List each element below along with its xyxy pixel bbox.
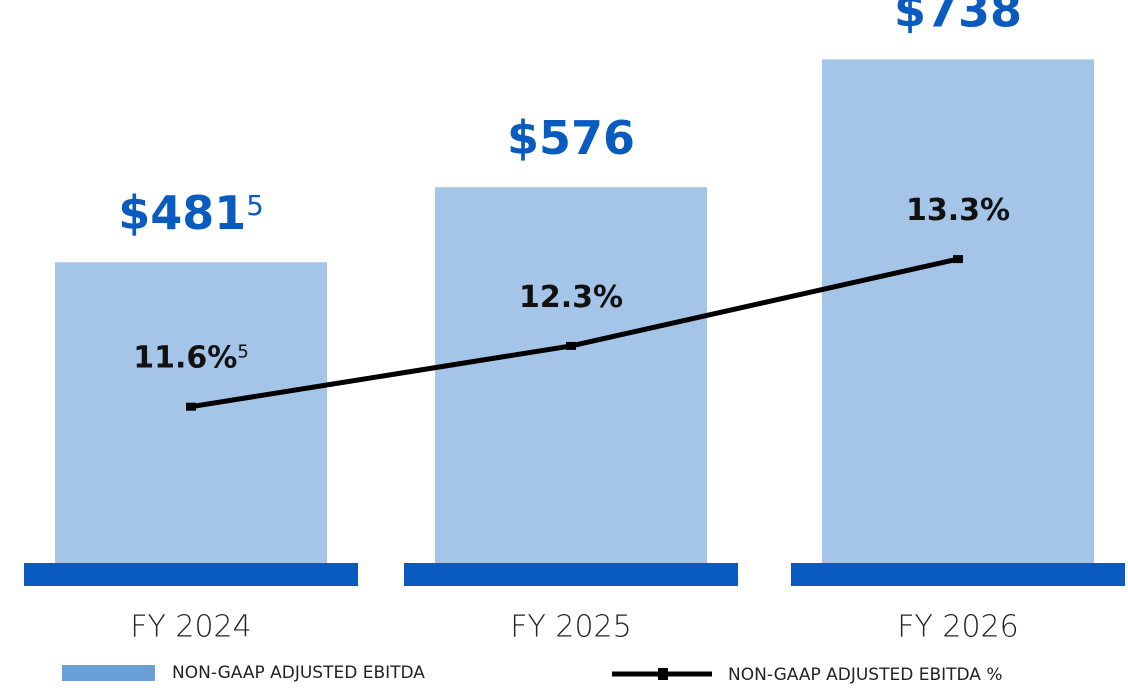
- line-value-label-text: 11.6%: [133, 340, 237, 375]
- line-value-label: 12.3%: [519, 279, 623, 314]
- bar-base: [24, 563, 358, 586]
- bar-value-label-text: $481: [118, 186, 246, 240]
- bar-value-label-text: $738: [894, 0, 1022, 37]
- line-value-label: 11.6%5: [133, 340, 249, 375]
- legend-label: NON-GAAP ADJUSTED EBITDA: [172, 663, 425, 683]
- bar-value-label: $576: [507, 111, 635, 165]
- legend-marker: [658, 668, 668, 680]
- bar-base: [791, 563, 1125, 586]
- footnote-marker: 5: [246, 189, 264, 222]
- line-value-label-text: 13.3%: [906, 193, 1010, 228]
- bar: [822, 59, 1094, 563]
- legend-swatch: [62, 665, 155, 681]
- line-marker: [953, 255, 963, 264]
- bar-value-label: $738: [894, 0, 1022, 37]
- legend-label: NON-GAAP ADJUSTED EBITDA %: [728, 665, 1003, 685]
- line-marker: [566, 341, 576, 350]
- bar-value-label-text: $576: [507, 111, 635, 165]
- line-value-label-text: 12.3%: [519, 279, 623, 314]
- bar-value-label: $4815: [118, 186, 264, 240]
- x-tick-label: FY 2024: [130, 610, 251, 645]
- bar: [55, 262, 327, 563]
- line-value-label: 13.3%: [906, 193, 1010, 228]
- x-tick-label: FY 2025: [510, 610, 631, 645]
- line-marker: [186, 402, 196, 411]
- x-tick-label: FY 2026: [897, 610, 1018, 645]
- footnote-marker: 5: [237, 342, 248, 363]
- bar-base: [404, 563, 738, 586]
- bar: [435, 187, 707, 564]
